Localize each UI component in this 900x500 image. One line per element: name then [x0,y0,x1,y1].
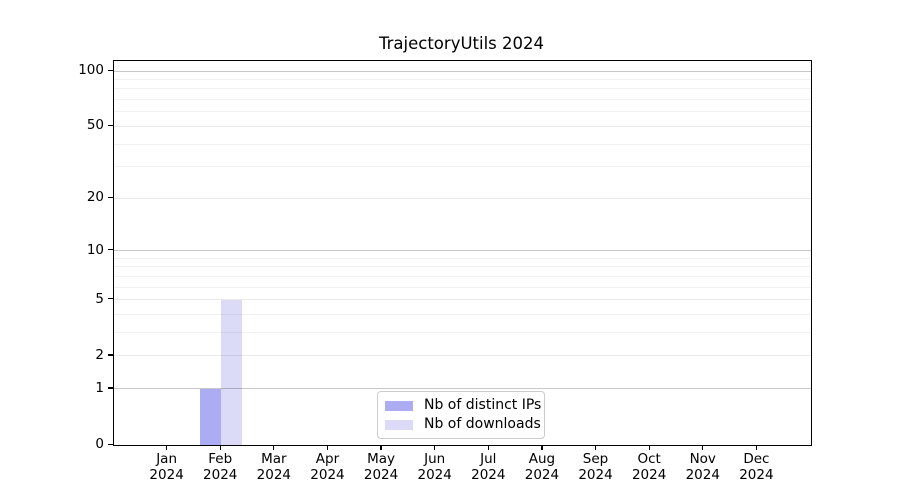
bar-distinct-ips [200,388,222,445]
gridline-20 [114,197,811,199]
y-tick-label: 50 [86,117,104,134]
legend-swatch-distinct-ips-icon [385,400,413,411]
x-tick-label: Jun 2024 [417,451,452,483]
gridline-minor [114,257,811,259]
x-tick-label: May 2024 [363,451,399,483]
gridline-minor [114,166,811,168]
y-tick-mark [108,249,113,251]
x-tick-mark [219,445,221,450]
x-tick-label: Dec 2024 [739,451,774,483]
y-tick-mark [108,387,113,389]
legend: Nb of distinct IPs Nb of downloads [377,391,545,439]
x-tick-mark [380,445,382,450]
y-tick-label: 100 [78,62,104,78]
x-tick-mark [702,445,704,450]
y-tick-label: 0 [95,436,104,452]
x-tick-label: Feb 2024 [203,451,238,483]
x-tick-mark [541,445,543,450]
x-tick-mark [594,445,597,450]
y-tick-mark [108,196,113,198]
x-tick-mark [326,445,329,450]
x-tick-mark [166,445,168,450]
gridline-minor [114,143,811,145]
x-tick-label: Mar 2024 [256,451,292,483]
gridline-minor [114,286,811,288]
y-tick-label: 2 [95,346,104,363]
y-tick-mark [108,69,113,71]
legend-item-distinct-ips: Nb of distinct IPs [385,396,541,415]
y-tick-mark [108,298,113,300]
plot-area: Nb of distinct IPs Nb of downloads [113,60,812,446]
legend-swatch-downloads-icon [385,419,413,430]
gridline-minor [114,332,811,334]
gridline-10 [114,250,811,252]
bar-downloads [221,299,243,445]
y-tick-label: 20 [86,189,104,206]
x-tick-mark [434,445,436,450]
x-tick-label: Oct 2024 [631,451,667,483]
x-tick-mark [755,445,757,450]
gridline-minor [114,275,811,277]
x-tick-label: Sep 2024 [578,451,613,483]
x-tick-label: Jul 2024 [471,451,506,483]
chart-title: TrajectoryUtils 2024 [378,34,545,53]
gridline-50 [114,125,811,127]
x-tick-mark [487,445,489,450]
legend-label-downloads: Nb of downloads [424,416,541,432]
gridline-minor [114,314,811,316]
x-tick-label: Jan 2024 [149,451,184,483]
gridline-minor [114,78,811,80]
y-tick-label: 1 [95,379,104,396]
y-tick-mark [108,124,113,127]
gridline-minor [114,99,811,101]
gridline-100 [114,70,811,72]
y-tick-label: 5 [95,290,104,307]
x-tick-label: Nov 2024 [685,451,720,483]
y-tick-mark [108,443,113,445]
x-tick-mark [273,445,275,450]
gridline-minor [114,266,811,268]
x-tick-label: Aug 2024 [524,451,560,483]
legend-item-downloads: Nb of downloads [385,415,541,434]
legend-label-distinct-ips: Nb of distinct IPs [424,397,542,413]
x-tick-label: Apr 2024 [310,451,345,483]
gridline-minor [114,88,811,90]
y-tick-mark [108,354,113,356]
x-tick-mark [648,445,650,450]
gridline-5 [114,299,811,301]
gridline-minor [114,111,811,113]
y-tick-label: 10 [86,241,104,258]
gridline-2 [114,355,811,357]
